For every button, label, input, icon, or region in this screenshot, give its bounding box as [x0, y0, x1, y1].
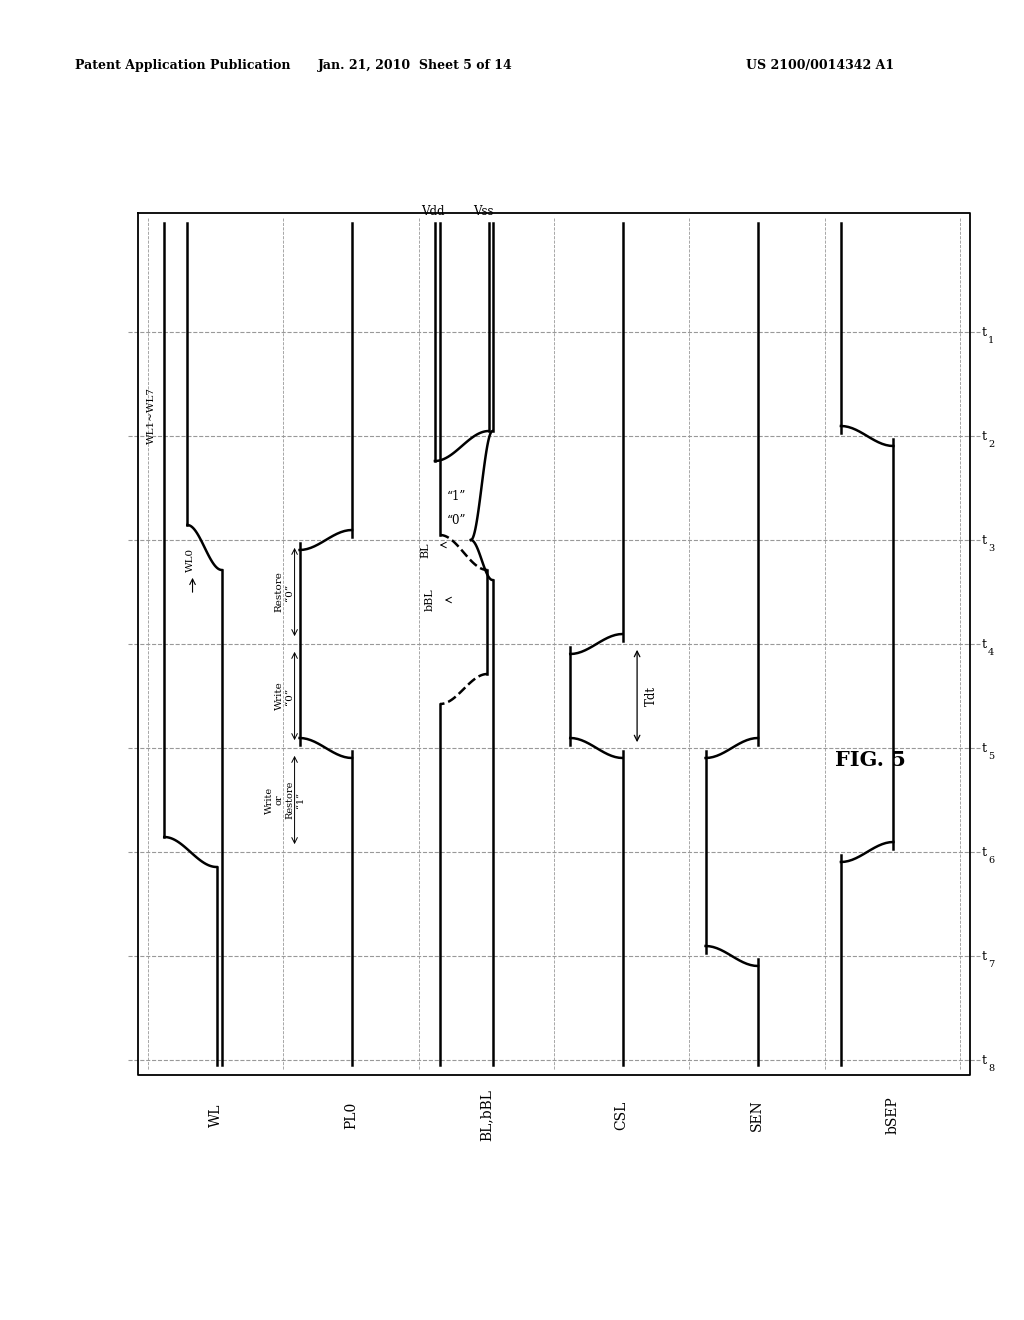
Text: Tdt: Tdt [645, 686, 658, 706]
Text: Vdd: Vdd [421, 205, 444, 218]
Text: t: t [982, 846, 987, 858]
Text: CSL: CSL [614, 1101, 629, 1130]
Text: t: t [982, 638, 987, 651]
Text: t: t [982, 533, 987, 546]
Text: SEN: SEN [750, 1100, 764, 1131]
Text: bBL: bBL [425, 589, 435, 611]
Text: Write
“0”: Write “0” [274, 681, 294, 710]
Text: 8: 8 [988, 1064, 994, 1073]
Text: t: t [982, 742, 987, 755]
Text: WL0: WL0 [186, 548, 196, 572]
Text: BL,bBL: BL,bBL [479, 1089, 494, 1140]
Text: 4: 4 [988, 648, 994, 657]
Text: 2: 2 [988, 440, 994, 449]
Text: 3: 3 [988, 544, 994, 553]
Text: Vss: Vss [473, 205, 494, 218]
Text: Restore
“0”: Restore “0” [274, 572, 294, 612]
Text: “1”: “1” [446, 490, 466, 503]
Text: 6: 6 [988, 855, 994, 865]
Text: 7: 7 [988, 960, 994, 969]
Text: PL0: PL0 [344, 1101, 358, 1129]
Text: t: t [982, 949, 987, 962]
Text: Patent Application Publication: Patent Application Publication [75, 58, 291, 71]
Text: Write
or
Restore
“1”: Write or Restore “1” [264, 781, 305, 820]
Text: BL: BL [420, 543, 430, 558]
Text: US 2100/0014342 A1: US 2100/0014342 A1 [745, 58, 894, 71]
Text: t: t [982, 429, 987, 442]
Text: WL1~WL7: WL1~WL7 [147, 388, 157, 445]
Text: 5: 5 [988, 752, 994, 762]
Text: t: t [982, 326, 987, 338]
Text: Jan. 21, 2010  Sheet 5 of 14: Jan. 21, 2010 Sheet 5 of 14 [317, 58, 512, 71]
Text: t: t [982, 1053, 987, 1067]
Text: bSEP: bSEP [886, 1096, 899, 1134]
Text: FIG. 5: FIG. 5 [835, 750, 905, 770]
Text: WL: WL [209, 1104, 222, 1127]
Text: “0”: “0” [446, 515, 466, 528]
Text: 1: 1 [988, 337, 994, 345]
